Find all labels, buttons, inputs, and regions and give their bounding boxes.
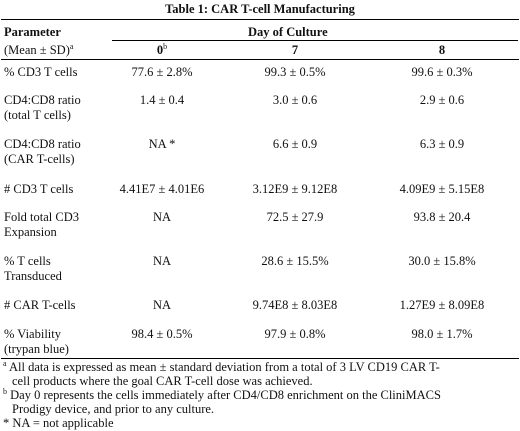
cell-day0: NA xyxy=(152,254,172,268)
footnote-b: b Day 0 represents the cells immediately… xyxy=(3,386,441,402)
cell-day8: 4.09E9 ± 5.15E8 xyxy=(399,182,485,196)
table-title: Table 1: CAR T-cell Manufacturing xyxy=(165,2,355,16)
row-param: # CD3 T cells xyxy=(4,182,74,196)
row-param-line2: (CAR T-cells) xyxy=(4,152,75,166)
row-param: % CD3 T cells xyxy=(4,65,78,79)
header-day-0: 0b xyxy=(156,41,168,57)
row-param-line2: (trypan blue) xyxy=(4,342,69,356)
footnote-a: a All data is expressed as mean ± standa… xyxy=(3,358,440,374)
cell-day0: 98.4 ± 0.5% xyxy=(131,327,193,341)
cell-day7: 99.3 ± 0.5% xyxy=(264,65,326,79)
row-param: CD4:CD8 ratio xyxy=(4,137,81,151)
row-param: % Viability xyxy=(4,327,62,341)
footnote-c: * NA = not applicable xyxy=(3,416,114,430)
top-rule xyxy=(1,19,519,20)
cell-day8: 6.3 ± 0.9 xyxy=(419,137,465,151)
row-param: % T cells xyxy=(4,254,51,268)
cell-day8: 1.27E9 ± 8.09E8 xyxy=(399,298,485,312)
row-param-line2: Expansion xyxy=(4,225,57,239)
cell-day0: 1.4 ± 0.4 xyxy=(139,93,185,107)
header-day-7: 7 xyxy=(291,43,299,57)
cell-day7: 9.74E8 ± 8.03E8 xyxy=(252,298,338,312)
cell-day8: 93.8 ± 20.4 xyxy=(413,210,471,224)
cell-day8: 99.6 ± 0.3% xyxy=(411,65,473,79)
row-param: Fold total CD3 xyxy=(4,210,80,224)
bottom-rule xyxy=(1,358,519,359)
cell-day8: 30.0 ± 15.8% xyxy=(408,254,476,268)
row-param-line2: (total T cells) xyxy=(4,108,71,122)
header-rule xyxy=(1,59,519,60)
cell-day7: 6.6 ± 0.9 xyxy=(272,137,318,151)
header-parameter: Parameter xyxy=(4,25,61,39)
cell-day8: 2.9 ± 0.6 xyxy=(419,93,465,107)
row-param: CD4:CD8 ratio xyxy=(4,93,81,107)
cell-day0: NA * xyxy=(148,137,176,151)
cell-day7: 28.6 ± 15.5% xyxy=(261,254,329,268)
header-day-8: 8 xyxy=(438,43,446,57)
row-param: # CAR T-cells xyxy=(4,298,76,312)
cell-day0: NA xyxy=(152,298,172,312)
cell-day7: 72.5 ± 27.9 xyxy=(266,210,324,224)
header-day-of-culture: Day of Culture xyxy=(248,25,328,39)
header-mean-sd: (Mean ± SD)a xyxy=(4,41,74,57)
cell-day7: 97.9 ± 0.8% xyxy=(264,327,326,341)
footnote-b-line2: Prodigy device, and prior to any culture… xyxy=(12,402,215,416)
row-param-line2: Transduced xyxy=(4,269,62,283)
cell-day0: NA xyxy=(152,210,172,224)
footnote-a-line2: cell products where the goal CAR T-cell … xyxy=(12,374,313,388)
cell-day0: 4.41E7 ± 4.01E6 xyxy=(119,182,205,196)
cell-day8: 98.0 ± 1.7% xyxy=(411,327,473,341)
group-underline xyxy=(112,40,518,41)
cell-day7: 3.0 ± 0.6 xyxy=(272,93,318,107)
cell-day0: 77.6 ± 2.8% xyxy=(131,65,193,79)
cell-day7: 3.12E9 ± 9.12E8 xyxy=(252,182,338,196)
